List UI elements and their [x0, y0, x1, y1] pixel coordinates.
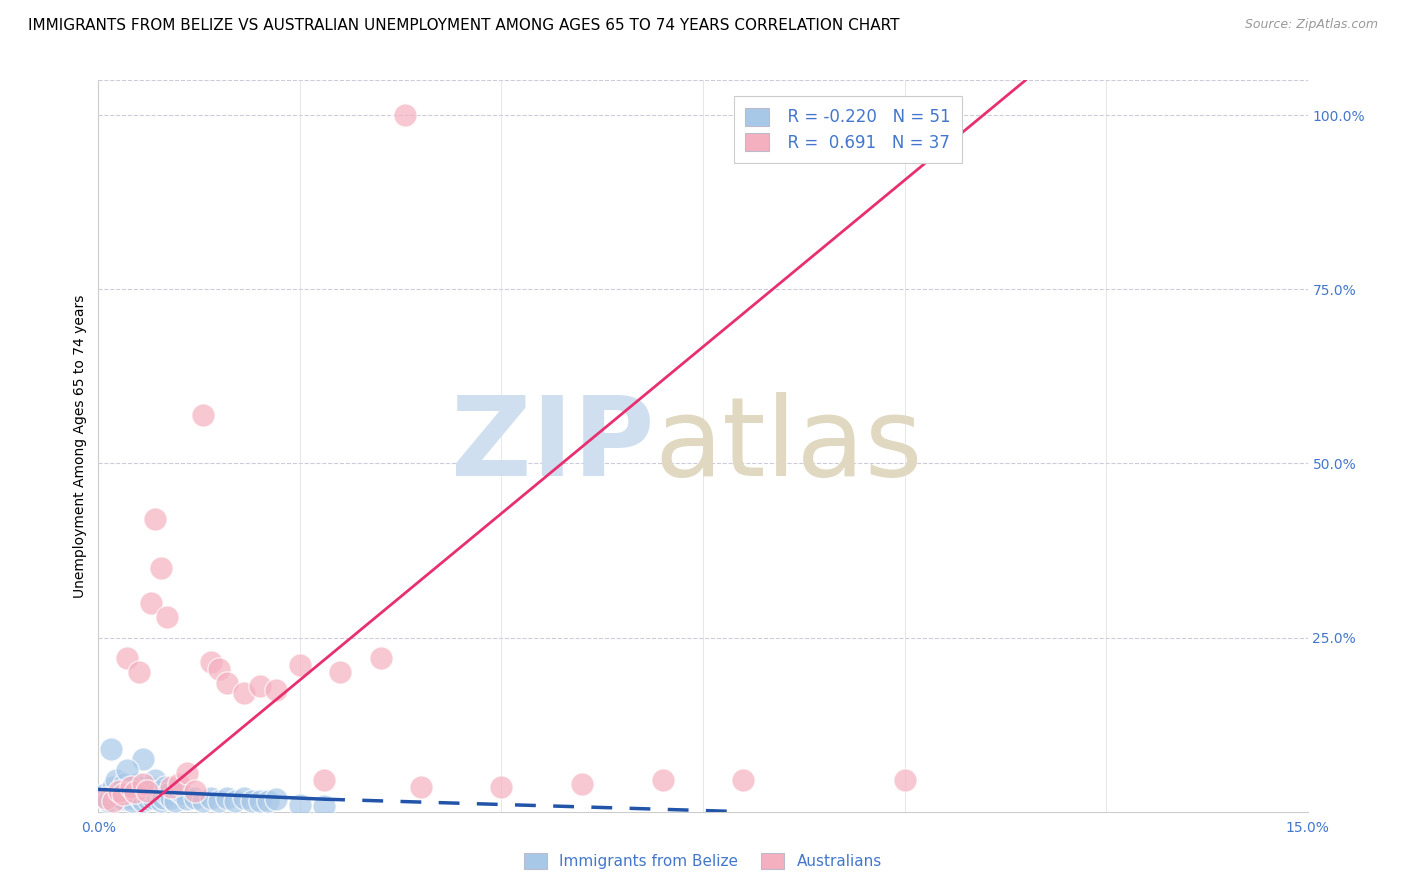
Point — [394, 108, 416, 122]
Point — [150, 794, 173, 808]
Point — [288, 797, 311, 812]
Point — [132, 794, 155, 808]
Legend:   R = -0.220   N = 51,   R =  0.691   N = 37: R = -0.220 N = 51, R = 0.691 N = 37 — [734, 96, 963, 163]
Point — [122, 784, 145, 798]
Point — [142, 790, 165, 805]
Point — [115, 763, 138, 777]
Point — [101, 780, 124, 795]
Text: atlas: atlas — [655, 392, 924, 500]
Point — [97, 794, 120, 808]
Point — [128, 665, 150, 680]
Point — [491, 780, 513, 795]
Point — [143, 773, 166, 788]
Point — [172, 787, 194, 801]
Point — [139, 780, 162, 795]
Point — [145, 787, 167, 801]
Point — [96, 790, 118, 805]
Point — [733, 773, 755, 788]
Point — [111, 792, 134, 806]
Point — [134, 784, 156, 798]
Point — [893, 773, 915, 788]
Point — [240, 794, 263, 808]
Point — [217, 790, 239, 805]
Point — [813, 108, 835, 122]
Point — [110, 784, 132, 798]
Point — [176, 766, 198, 780]
Point — [409, 780, 432, 795]
Point — [184, 790, 207, 805]
Point — [167, 784, 190, 798]
Legend: Immigrants from Belize, Australians: Immigrants from Belize, Australians — [519, 847, 887, 875]
Point — [249, 679, 271, 693]
Point — [94, 787, 117, 801]
Point — [153, 780, 176, 795]
Point — [208, 662, 231, 676]
Point — [264, 792, 287, 806]
Point — [107, 784, 129, 798]
Point — [176, 792, 198, 806]
Point — [200, 655, 222, 669]
Point — [107, 790, 129, 805]
Point — [217, 676, 239, 690]
Point — [115, 651, 138, 665]
Text: Source: ZipAtlas.com: Source: ZipAtlas.com — [1244, 18, 1378, 31]
Point — [127, 777, 149, 791]
Point — [232, 790, 254, 805]
Point — [120, 780, 142, 795]
Text: IMMIGRANTS FROM BELIZE VS AUSTRALIAN UNEMPLOYMENT AMONG AGES 65 TO 74 YEARS CORR: IMMIGRANTS FROM BELIZE VS AUSTRALIAN UNE… — [28, 18, 900, 33]
Point — [329, 665, 352, 680]
Point — [143, 512, 166, 526]
Point — [135, 784, 157, 798]
Text: ZIP: ZIP — [451, 392, 655, 500]
Point — [314, 773, 336, 788]
Point — [571, 777, 593, 791]
Point — [132, 777, 155, 791]
Point — [152, 790, 174, 805]
Point — [314, 799, 336, 814]
Point — [193, 408, 215, 422]
Point — [370, 651, 392, 665]
Point — [156, 609, 179, 624]
Point — [193, 794, 215, 808]
Point — [135, 787, 157, 801]
Point — [124, 785, 146, 799]
Point — [264, 682, 287, 697]
Point — [120, 790, 142, 805]
Point — [163, 794, 186, 808]
Point — [232, 686, 254, 700]
Point — [129, 790, 152, 805]
Point — [150, 561, 173, 575]
Point — [101, 794, 124, 808]
Point — [124, 787, 146, 801]
Point — [256, 794, 278, 808]
Point — [111, 787, 134, 801]
Point — [156, 787, 179, 801]
Point — [200, 790, 222, 805]
Point — [138, 792, 160, 806]
Point — [139, 596, 162, 610]
Point — [112, 777, 135, 791]
Point — [132, 752, 155, 766]
Point — [128, 780, 150, 795]
Point — [100, 742, 122, 756]
Point — [160, 780, 183, 795]
Point — [160, 790, 183, 805]
Y-axis label: Unemployment Among Ages 65 to 74 years: Unemployment Among Ages 65 to 74 years — [73, 294, 87, 598]
Point — [148, 784, 170, 798]
Point — [167, 777, 190, 791]
Point — [118, 780, 141, 795]
Point — [184, 784, 207, 798]
Point — [288, 658, 311, 673]
Point — [249, 794, 271, 808]
Point — [115, 787, 138, 801]
Point — [651, 773, 673, 788]
Point — [121, 794, 143, 808]
Point — [224, 794, 246, 808]
Point — [105, 773, 128, 788]
Point — [208, 794, 231, 808]
